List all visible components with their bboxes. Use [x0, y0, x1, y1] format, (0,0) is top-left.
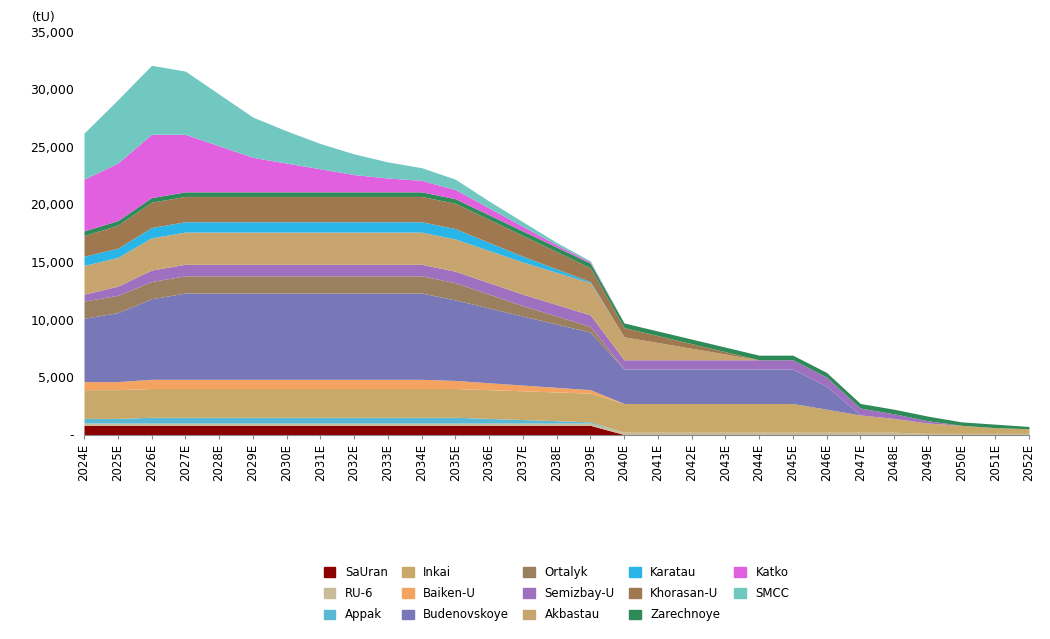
Legend: SaUran, RU-6, Appak, Inkai, Baiken-U, Budenovskoye, Ortalyk, Semizbay-U, Akbasta: SaUran, RU-6, Appak, Inkai, Baiken-U, Bu…	[319, 561, 794, 626]
Text: (tU): (tU)	[32, 11, 56, 24]
